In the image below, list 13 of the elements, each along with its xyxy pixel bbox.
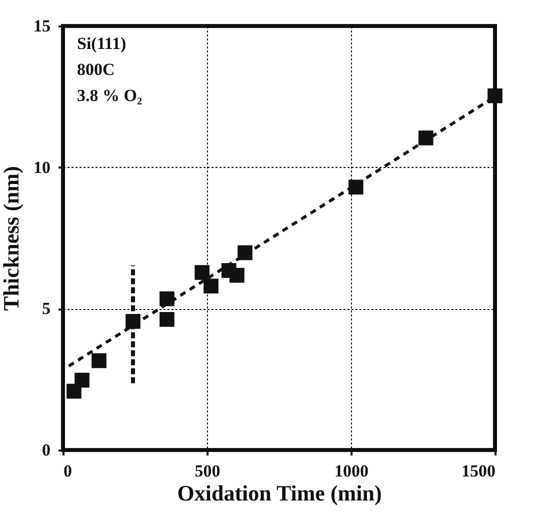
annotation: Si(111) [77, 34, 126, 53]
y-axis-title: Thickness (nm) [0, 166, 24, 311]
y-tick-label: 5 [42, 299, 50, 318]
annotation: 800C [77, 60, 115, 79]
x-tick-label: 0 [64, 462, 72, 480]
y-tick-label: 10 [34, 158, 50, 177]
x-axis-title: Oxidation Time (min) [177, 480, 382, 506]
x-tick-label: 500 [194, 462, 220, 480]
y-tick-label: 0 [42, 440, 50, 460]
x-tick-label: 1000 [334, 462, 368, 480]
annotation: 3.8 % O₂ [77, 86, 142, 105]
y-tick-label: 15 [34, 16, 50, 36]
x-tick-label: 1500 [462, 462, 496, 480]
